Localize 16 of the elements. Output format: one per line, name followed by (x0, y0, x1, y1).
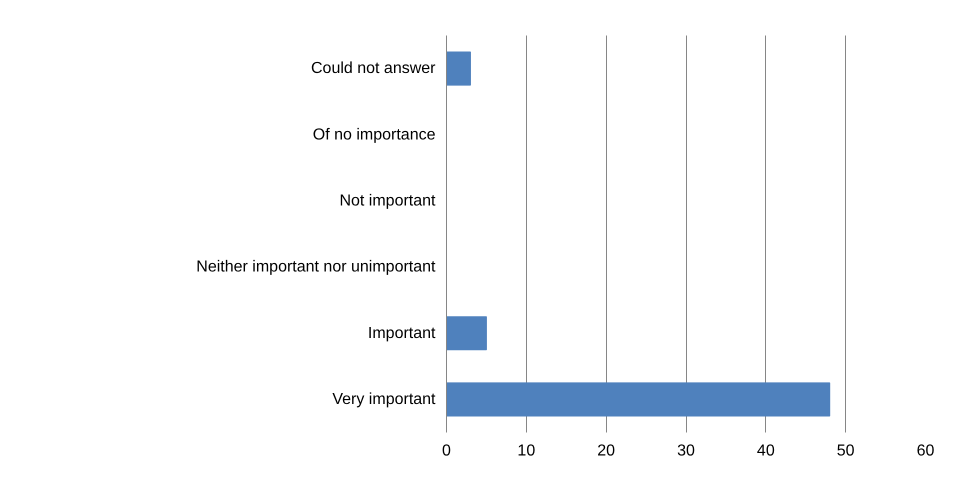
y-tick-label: Not important (339, 192, 436, 210)
y-tick-label: Could not answer (310, 60, 436, 78)
y-tick-label: Important (368, 324, 436, 342)
y-tick-label: Neither important nor unimportant (196, 258, 436, 276)
x-tick-label: 20 (597, 442, 616, 460)
bar (446, 52, 471, 86)
x-tick-label: 40 (756, 442, 775, 460)
bar (446, 382, 830, 416)
bar (446, 316, 487, 350)
x-tick-label: 30 (677, 442, 695, 460)
y-tick-label: Of no importance (312, 126, 436, 144)
x-tick-label: 60 (916, 442, 934, 460)
x-tick-label: 0 (442, 442, 452, 460)
x-tick-label: 10 (517, 442, 536, 460)
y-tick-label: Very important (332, 390, 436, 408)
x-tick-label: 50 (836, 442, 855, 460)
